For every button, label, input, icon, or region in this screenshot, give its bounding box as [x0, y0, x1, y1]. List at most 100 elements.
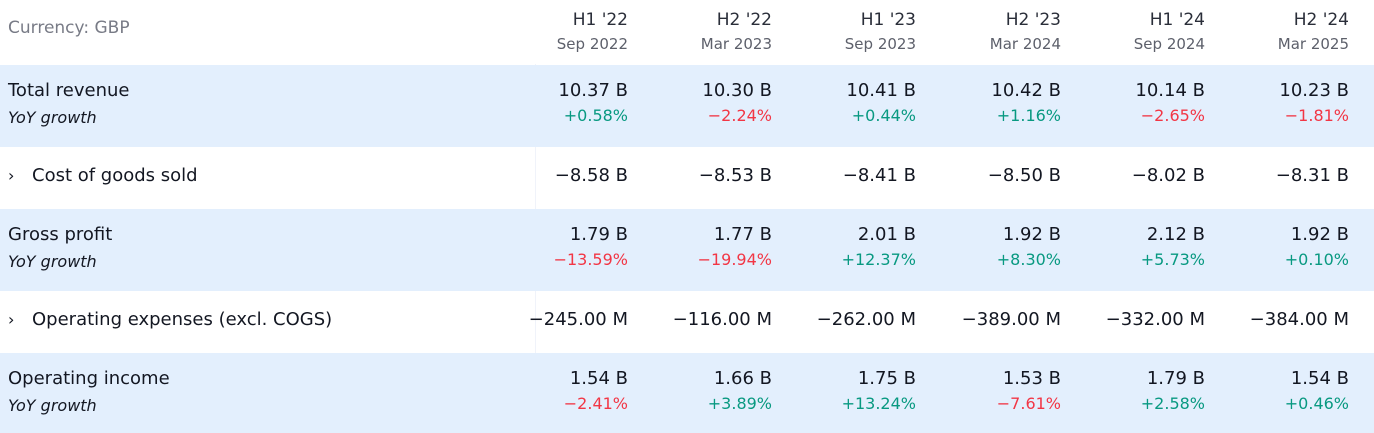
value-cell: 1.53 B −7.61% — [921, 367, 1061, 415]
value: 1.79 B — [1146, 368, 1205, 389]
currency-label: Currency: GBP — [8, 18, 130, 38]
row-cost-of-goods-sold[interactable]: › Cost of goods sold −8.58 B −8.53 B −8.4… — [0, 147, 1374, 209]
value-cell: −384.00 M — [1209, 308, 1349, 332]
value-cell: −8.58 B — [488, 164, 628, 188]
table-header: Currency: GBP H1 '22 Sep 2022 H2 '22 Mar… — [0, 0, 1374, 64]
value: 1.54 B — [569, 368, 628, 389]
column-date: Mar 2023 — [700, 35, 772, 53]
value: 1.92 B — [1002, 224, 1061, 245]
value: −116.00 M — [672, 309, 772, 330]
yoy-value: −2.24% — [707, 106, 772, 125]
row-sub-label: YoY growth — [8, 252, 97, 271]
chevron-right-icon[interactable]: › — [8, 310, 15, 329]
column-period: H2 '23 — [1005, 10, 1061, 30]
value-cell: −8.02 B — [1065, 164, 1205, 188]
value: 1.54 B — [1290, 368, 1349, 389]
value: −8.02 B — [1131, 165, 1205, 186]
row-label: Total revenue — [8, 80, 130, 101]
row-label: Cost of goods sold — [32, 165, 198, 186]
yoy-value: +13.24% — [841, 394, 916, 413]
value-cell: 2.12 B +5.73% — [1065, 223, 1205, 271]
column-header-5: H1 '24 Sep 2024 — [1085, 9, 1205, 54]
yoy-value: −19.94% — [697, 250, 772, 269]
value: −389.00 M — [961, 309, 1061, 330]
value-cell: −8.31 B — [1209, 164, 1349, 188]
row-total-revenue: Total revenue YoY growth 10.37 B +0.58% … — [0, 65, 1374, 147]
yoy-value: +0.58% — [563, 106, 628, 125]
value: −8.58 B — [554, 165, 628, 186]
value-cell: 10.41 B +0.44% — [776, 79, 916, 127]
value: 1.53 B — [1002, 368, 1061, 389]
value-cell: −8.53 B — [632, 164, 772, 188]
column-header-6: H2 '24 Mar 2025 — [1229, 9, 1349, 54]
value-cell: 1.77 B −19.94% — [632, 223, 772, 271]
column-period: H1 '22 — [572, 10, 628, 30]
value-cell: 10.30 B −2.24% — [632, 79, 772, 127]
value-cell: −332.00 M — [1065, 308, 1205, 332]
column-period: H1 '24 — [1149, 10, 1205, 30]
yoy-value: −7.61% — [996, 394, 1061, 413]
yoy-value: −2.41% — [563, 394, 628, 413]
column-period: H1 '23 — [860, 10, 916, 30]
column-date: Sep 2022 — [556, 35, 628, 53]
yoy-value: +2.58% — [1140, 394, 1205, 413]
chevron-right-icon[interactable]: › — [8, 166, 15, 185]
column-header-2: H2 '22 Mar 2023 — [652, 9, 772, 54]
value: −245.00 M — [528, 309, 628, 330]
value-cell: 10.37 B +0.58% — [488, 79, 628, 127]
row-label: Operating expenses (excl. COGS) — [32, 309, 333, 330]
yoy-value: −1.81% — [1284, 106, 1349, 125]
column-header-4: H2 '23 Mar 2024 — [941, 9, 1061, 54]
value: −262.00 M — [816, 309, 916, 330]
row-label-expandable[interactable]: › Cost of goods sold — [8, 165, 198, 186]
value-cell: 1.75 B +13.24% — [776, 367, 916, 415]
value-cell: −8.50 B — [921, 164, 1061, 188]
yoy-value: +0.10% — [1284, 250, 1349, 269]
value: 2.12 B — [1146, 224, 1205, 245]
yoy-value: −2.65% — [1140, 106, 1205, 125]
row-label: Operating income — [8, 368, 170, 389]
value: 1.75 B — [857, 368, 916, 389]
yoy-value: +1.16% — [996, 106, 1061, 125]
column-date: Mar 2025 — [1277, 35, 1349, 53]
row-sub-label: YoY growth — [8, 108, 97, 127]
value: 10.30 B — [702, 80, 772, 101]
value: 10.41 B — [846, 80, 916, 101]
row-operating-expenses[interactable]: › Operating expenses (excl. COGS) −245.00… — [0, 291, 1374, 353]
row-label: Gross profit — [8, 224, 113, 245]
column-period: H2 '24 — [1293, 10, 1349, 30]
value-cell: 10.14 B −2.65% — [1065, 79, 1205, 127]
column-period: H2 '22 — [716, 10, 772, 30]
value-cell: 1.79 B +2.58% — [1065, 367, 1205, 415]
value: −8.50 B — [987, 165, 1061, 186]
value: −8.41 B — [842, 165, 916, 186]
yoy-value: +8.30% — [996, 250, 1061, 269]
value: 2.01 B — [857, 224, 916, 245]
value-cell: 10.42 B +1.16% — [921, 79, 1061, 127]
value: 1.77 B — [713, 224, 772, 245]
value-cell: 1.92 B +0.10% — [1209, 223, 1349, 271]
value: −332.00 M — [1105, 309, 1205, 330]
value-cell: 1.66 B +3.89% — [632, 367, 772, 415]
value-cell: −389.00 M — [921, 308, 1061, 332]
column-date: Sep 2024 — [1133, 35, 1205, 53]
row-sub-label: YoY growth — [8, 396, 97, 415]
column-date: Mar 2024 — [989, 35, 1061, 53]
value-cell: −262.00 M — [776, 308, 916, 332]
yoy-value: +0.44% — [851, 106, 916, 125]
yoy-value: +0.46% — [1284, 394, 1349, 413]
yoy-value: −13.59% — [553, 250, 628, 269]
yoy-value: +5.73% — [1140, 250, 1205, 269]
value: 10.23 B — [1279, 80, 1349, 101]
row-operating-income: Operating income YoY growth 1.54 B −2.41… — [0, 353, 1374, 433]
row-label-expandable[interactable]: › Operating expenses (excl. COGS) — [8, 309, 332, 330]
column-header-1: H1 '22 Sep 2022 — [508, 9, 628, 54]
value: −384.00 M — [1249, 309, 1349, 330]
value-cell: −245.00 M — [488, 308, 628, 332]
column-date: Sep 2023 — [844, 35, 916, 53]
value-cell: 2.01 B +12.37% — [776, 223, 916, 271]
value-cell: 1.54 B −2.41% — [488, 367, 628, 415]
value-cell: 1.54 B +0.46% — [1209, 367, 1349, 415]
value: 10.37 B — [558, 80, 628, 101]
